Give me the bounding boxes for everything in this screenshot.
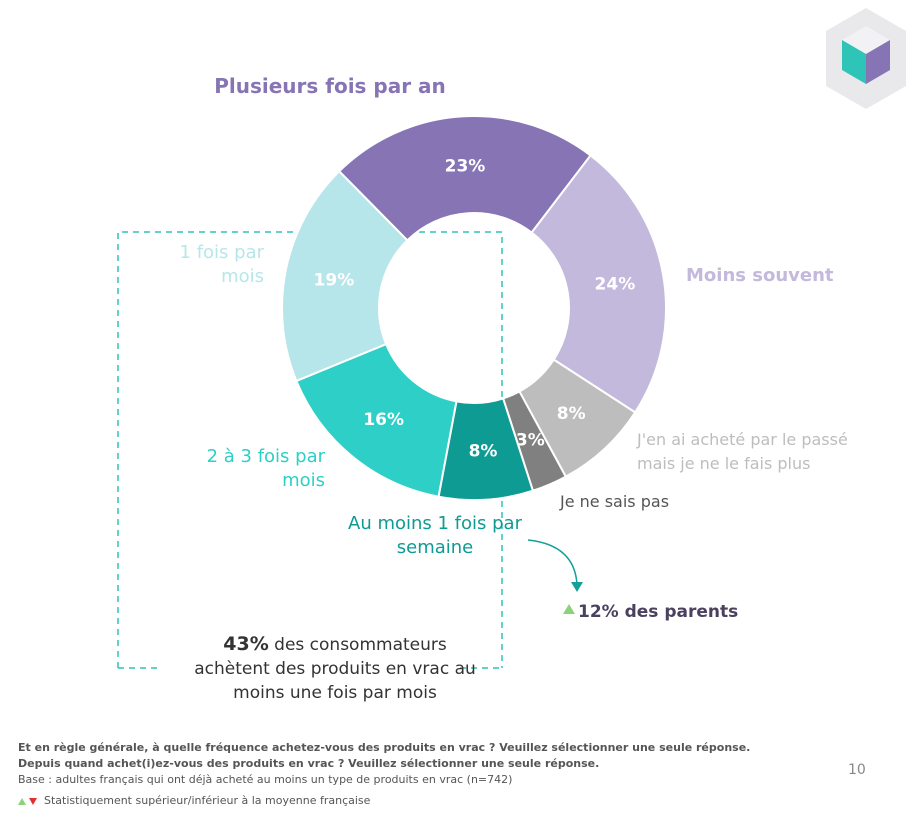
logo [826,8,906,109]
footnote: Base : adultes français qui ont déjà ach… [18,773,513,786]
arrow-head [571,582,583,592]
category-label: Je ne sais pas [560,492,670,511]
donut-segment [295,342,458,498]
parents-note: 12% des parents [578,602,739,622]
value-label: 16% [363,410,404,430]
category-label: Au moins 1 fois par semaine [348,513,522,558]
value-label: 3% [516,430,545,450]
category-label: Moins souvent [686,265,834,286]
summary: 43% des consommateurs achètent des produ… [190,632,480,705]
value-label: 8% [557,404,586,424]
value-label: 24% [595,275,636,295]
donut-segment [337,115,592,242]
up-marker [18,798,26,805]
arrow [527,539,578,586]
page-number: 10 [848,762,866,778]
category-label: Plusieurs fois par an [214,74,446,98]
value-label: 19% [314,270,355,290]
value-label: 23% [445,156,486,176]
summary-highlight: 43% [223,633,269,655]
summary-text: des consommateurs achètent des produits … [194,635,476,703]
legend-note: Statistiquement supérieur/inférieur à la… [44,794,371,807]
donut-segment [530,154,667,414]
footnote: Depuis quand achet(i)ez-vous des produit… [18,757,600,770]
value-label: 8% [469,442,498,462]
category-label: 1 fois par mois [179,242,264,287]
donut-segment [281,169,409,383]
category-label: J'en ai acheté par le passé mais je ne l… [637,430,848,473]
category-label: 2 à 3 fois par mois [206,446,325,491]
footnote: Et en règle générale, à quelle fréquence… [18,741,751,754]
down-marker [29,798,37,805]
up-marker [563,604,575,614]
